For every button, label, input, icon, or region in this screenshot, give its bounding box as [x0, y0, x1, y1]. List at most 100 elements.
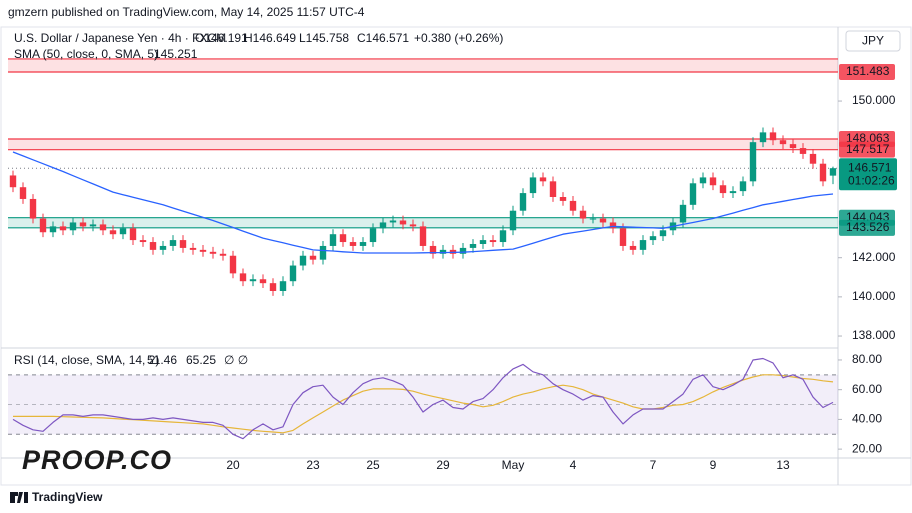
candle-body — [259, 279, 267, 284]
rsi-legend-title: RSI (14, close, SMA, 14, 2) — [14, 353, 159, 367]
y-tick-label: 60.00 — [852, 382, 882, 396]
candle-body — [389, 220, 397, 223]
candle-body — [19, 187, 27, 199]
currency-box[interactable] — [845, 30, 901, 52]
legend-title: U.S. Dollar / Japanese Yen · 4h · FXCM — [14, 31, 226, 45]
candle-body — [429, 245, 437, 254]
y-tick-label: 140.000 — [852, 289, 896, 303]
x-tick-label: 25 — [366, 458, 380, 472]
candle-body — [329, 234, 337, 246]
candle-body — [629, 245, 637, 250]
frame — [0, 26, 912, 486]
y-tick-label: 80.00 — [852, 352, 882, 366]
sma-line — [12, 151, 834, 254]
candle-body — [9, 175, 17, 188]
zone-label: 143.526 — [846, 220, 890, 234]
candle-body — [289, 265, 297, 282]
zone — [8, 58, 838, 73]
candle-body — [359, 242, 367, 246]
countdown: 01:02:26 — [848, 173, 895, 187]
candle-body — [309, 255, 317, 260]
x-tick-label: 20 — [226, 458, 240, 472]
candle-body — [759, 132, 767, 143]
y-tick-label: 142.000 — [852, 250, 896, 264]
candle-body — [539, 177, 547, 182]
zone-label: 151.483 — [846, 64, 890, 78]
candle-body — [689, 183, 697, 205]
zone-label: 147.517 — [846, 142, 890, 156]
candle-body — [99, 224, 107, 231]
candle-body — [49, 226, 57, 233]
candle-body — [719, 185, 727, 194]
candle-body — [339, 234, 347, 243]
footer-brand: TradingView — [32, 490, 103, 504]
candle-body — [569, 200, 577, 211]
candle-body — [209, 251, 217, 254]
candle-body — [559, 197, 567, 201]
candle-body — [349, 242, 357, 246]
candle-body — [159, 245, 167, 250]
candle-body — [139, 240, 147, 243]
candle-body — [639, 240, 647, 250]
candle-body — [499, 230, 507, 243]
x-tick-label: 23 — [306, 458, 320, 472]
zone-label: 148.063 — [846, 131, 890, 145]
legend-ohlc: L145.758 — [299, 31, 349, 45]
rsi-sma-line — [13, 374, 834, 434]
candle-body — [369, 228, 377, 243]
candle-body — [489, 240, 497, 243]
candle-body — [709, 177, 717, 186]
tv-logo — [10, 492, 28, 503]
publisher: gmzern published on TradingView.com, May… — [8, 5, 365, 19]
candle-body — [699, 177, 707, 184]
x-tick-label: May — [502, 458, 525, 472]
candle-body — [679, 204, 687, 223]
candle-body — [819, 163, 827, 182]
candle-body — [119, 228, 127, 235]
y-tick-label: 40.00 — [852, 412, 882, 426]
legend-ohlc: C146.571 — [357, 31, 409, 45]
zone-label-box — [839, 141, 895, 158]
legend-overlay-value: 145.251 — [154, 47, 198, 61]
legend-ohlc: O146.191 — [195, 31, 248, 45]
y-tick-label: 150.000 — [852, 93, 896, 107]
candle-body — [799, 148, 807, 154]
zone — [8, 138, 838, 150]
candle-body — [269, 283, 277, 291]
candle-body — [299, 255, 307, 266]
candle-body — [89, 224, 97, 227]
rsi-legend-extra: ∅ ∅ — [224, 353, 248, 367]
candle-body — [319, 245, 327, 260]
legend-ohlc: +0.380 (+0.26%) — [414, 31, 503, 45]
candle-body — [549, 181, 557, 197]
candle-body — [79, 222, 87, 227]
candle-body — [439, 249, 447, 254]
zone-label-box — [839, 64, 895, 81]
zone-label-box — [839, 219, 895, 236]
candle-body — [249, 279, 257, 282]
candle-body — [619, 228, 627, 246]
legend-ohlc: H146.649 — [244, 31, 296, 45]
x-tick-label: 7 — [650, 458, 657, 472]
x-tick-label: 9 — [710, 458, 717, 472]
candle-body — [399, 220, 407, 225]
candle-body — [279, 281, 287, 291]
candle-body — [109, 230, 117, 235]
candle-body — [379, 222, 387, 229]
candle-body — [59, 226, 67, 231]
candle-body — [509, 210, 517, 231]
candle-body — [779, 140, 787, 145]
candle-body — [189, 247, 197, 250]
rsi-line — [12, 357, 834, 440]
currency[interactable]: JPY — [862, 34, 884, 48]
candle-body — [789, 144, 797, 149]
y-tick-label: 138.000 — [852, 328, 896, 342]
candle-body — [149, 242, 157, 250]
candle-body — [199, 249, 207, 252]
watermark: PROOP.CO — [22, 445, 172, 475]
candle-body — [769, 132, 777, 141]
last-price-box — [839, 158, 897, 191]
